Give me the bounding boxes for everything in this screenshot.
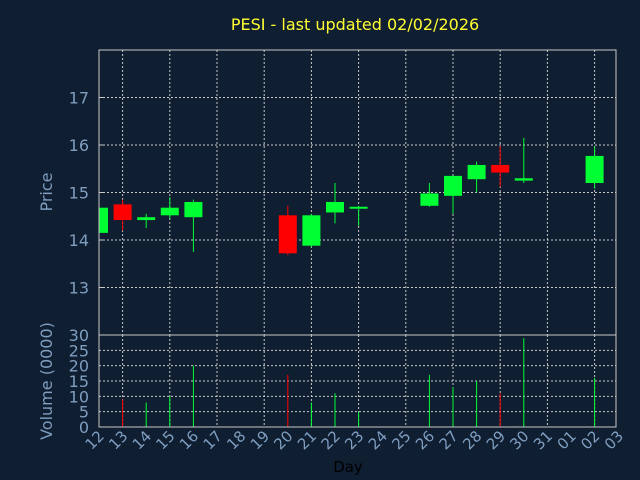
x-tick-label: 31	[530, 427, 556, 453]
volume-tick-label: 15	[69, 372, 89, 391]
x-tick-label: 21	[294, 427, 320, 453]
chart-title: PESI - last updated 02/02/2026	[231, 15, 479, 34]
candle-body	[302, 215, 321, 246]
x-tick-label: 15	[152, 427, 178, 453]
volume-tick-label: 5	[79, 403, 89, 422]
volume-tick-label: 25	[69, 341, 89, 360]
candle-body	[514, 178, 533, 181]
x-tick-label: 29	[483, 427, 509, 453]
x-tick-label: 19	[247, 427, 273, 453]
volume-panel-frame	[98, 334, 617, 428]
x-tick-label: 28	[459, 427, 485, 453]
price-tick-label: 17	[69, 89, 89, 108]
x-tick-label: 25	[388, 427, 414, 453]
x-tick-label: 13	[105, 427, 131, 453]
x-tick-label: 22	[318, 427, 344, 453]
volume-tick-label: 0	[79, 418, 89, 437]
price-tick-label: 16	[69, 136, 89, 155]
x-tick-label: 18	[223, 427, 249, 453]
volume-axis-label: Volume (0000)	[37, 322, 56, 440]
candle-body	[160, 207, 179, 216]
x-axis-label: Day	[333, 458, 363, 476]
price-tick-label: 14	[69, 231, 89, 250]
price-tick-labels: 13 14 15 16 17	[69, 89, 89, 298]
x-tick-label: 14	[129, 427, 155, 453]
candle-body	[349, 206, 368, 209]
x-tick-label: 26	[412, 427, 438, 453]
candles-layer	[98, 137, 604, 256]
candle-body	[184, 202, 203, 218]
volume-grid	[99, 349, 616, 413]
x-tick-label: 02	[577, 427, 603, 453]
x-tick-labels: 1213141516171819202122232425262728293031…	[82, 427, 627, 453]
price-axis-label: Price	[37, 172, 56, 211]
x-tick-label: 17	[200, 427, 226, 453]
candle-body	[585, 155, 604, 183]
x-tick-label: 23	[341, 427, 367, 453]
candle-body	[278, 215, 297, 254]
price-grid	[99, 97, 616, 288]
volume-bars-layer	[122, 338, 596, 427]
candle-body	[444, 175, 462, 196]
candle-body	[467, 164, 486, 180]
volume-tick-label: 30	[69, 326, 89, 345]
x-tick-label: 03	[601, 427, 627, 453]
x-tick-label: 20	[270, 427, 296, 453]
candle-body	[491, 164, 510, 173]
candle-body	[137, 217, 156, 221]
x-tick-label: 30	[506, 427, 532, 453]
x-tick-label: 01	[554, 427, 580, 453]
candle-body	[420, 193, 439, 206]
candle-body	[99, 207, 108, 233]
candle-body	[326, 202, 344, 213]
volume-tick-label: 10	[69, 387, 89, 406]
candle-body	[113, 204, 132, 221]
volume-tick-label: 20	[69, 357, 89, 376]
price-tick-label: 15	[69, 184, 89, 203]
x-tick-label: 27	[436, 427, 462, 453]
price-tick-label: 13	[69, 279, 89, 298]
x-tick-label: 16	[176, 427, 202, 453]
x-tick-label: 24	[365, 427, 391, 453]
